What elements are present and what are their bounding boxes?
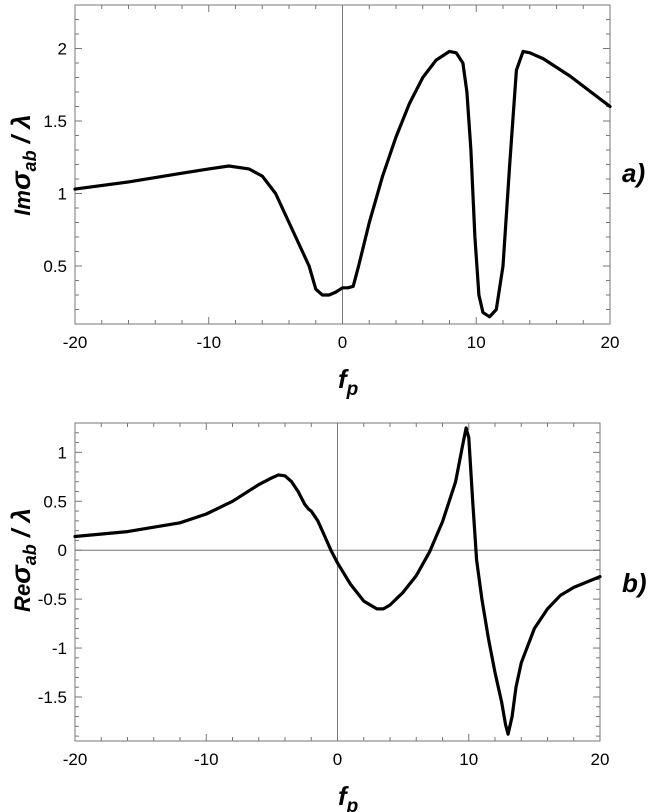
- y-tick-label: 0: [58, 541, 67, 560]
- x-axis-label-subscript: p: [346, 379, 359, 400]
- y-axis-label-sigma: σ: [5, 170, 36, 190]
- x-tick-label: -20: [63, 750, 88, 769]
- x-tick-label: 0: [338, 333, 347, 352]
- y-axis-label-prefix: Re: [10, 584, 35, 612]
- x-tick-label: 20: [591, 750, 610, 769]
- y-tick-label: 1.5: [43, 112, 67, 131]
- y-tick-label: 0.5: [43, 257, 67, 276]
- y-axis-label-subscript: ab: [20, 544, 40, 565]
- x-axis-label: fp: [338, 781, 358, 812]
- x-tick-label: 20: [601, 333, 620, 352]
- x-axis-label-subscript: p: [346, 796, 359, 812]
- y-axis-label-subscript: ab: [20, 150, 40, 171]
- y-tick-label: -1.5: [38, 688, 67, 707]
- x-axis-label-base: f: [338, 781, 349, 811]
- y-tick-label: 0.5: [43, 492, 67, 511]
- x-tick-label: -10: [194, 750, 219, 769]
- y-tick-label: -1: [52, 639, 67, 658]
- y-axis-label: Imσab / λ: [5, 114, 40, 215]
- y-axis-label-prefix: Im: [10, 190, 35, 216]
- x-tick-label: 10: [459, 750, 478, 769]
- x-axis-label: fp: [338, 364, 358, 400]
- y-axis-label-suffix: / λ: [6, 114, 36, 150]
- x-tick-label: 0: [333, 750, 342, 769]
- x-tick-label: -10: [196, 333, 221, 352]
- series-line: [73, 49, 612, 319]
- chart-panel-a: -20 -10 0 10 20 0.5 1 1.5 2 a) fp Imσab / λ: [5, 4, 645, 400]
- x-tick-label: 10: [467, 333, 486, 352]
- y-axis-label-suffix: / λ: [6, 508, 36, 544]
- y-tick-label: 1: [58, 185, 67, 204]
- chart-panel-b: -20 -10 0 10 20 1 0.5 0 -0.5 -1 -1.5 b) fp Reσab / λ: [5, 422, 647, 812]
- x-tick-label: -20: [63, 333, 88, 352]
- y-tick-label: 1: [58, 443, 67, 462]
- panel-label: a): [622, 158, 645, 188]
- panel-label: b): [622, 568, 647, 598]
- y-tick-label: 2: [58, 40, 67, 59]
- y-tick-label: -0.5: [38, 590, 67, 609]
- series-line: [73, 426, 602, 736]
- y-axis-label: Reσab / λ: [5, 508, 40, 612]
- x-axis-label-base: f: [338, 364, 349, 394]
- y-axis-label-sigma: σ: [5, 564, 36, 584]
